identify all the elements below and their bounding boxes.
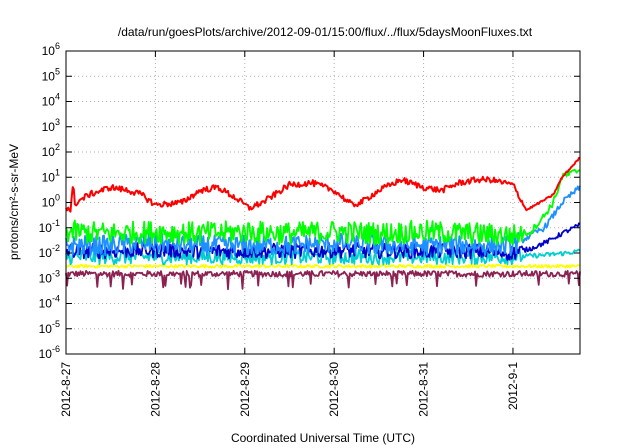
y-tick-label: 101	[42, 167, 60, 184]
series-line-2	[65, 168, 581, 246]
x-axis-label: Coordinated Universal Time (UTC)	[231, 431, 415, 445]
y-tick-label: 102	[42, 142, 60, 159]
y-tick-label: 106	[42, 41, 60, 58]
series-line-1	[65, 156, 581, 213]
series-line-6	[65, 263, 581, 269]
y-axis-label: protons/cm²-s-sr-MeV	[7, 144, 21, 260]
y-axis-label-text: protons/cm²-s-sr-MeV	[7, 144, 21, 260]
chart-title: /data/run/goesPlots/archive/2012-09-01/1…	[118, 25, 533, 39]
y-tick-label: 10-2	[39, 243, 60, 260]
series-line-7	[65, 269, 581, 291]
x-tick-label: 2012-8-27	[59, 362, 73, 417]
grid	[66, 51, 580, 354]
x-tick-label: 2012-8-31	[417, 362, 431, 417]
y-tick-label: 10-1	[39, 218, 60, 235]
x-tick-label: 2012-8-30	[327, 362, 341, 417]
series-layer	[65, 156, 581, 291]
x-tick-label: 2012-8-28	[148, 362, 162, 417]
x-tick-label: 2012-8-29	[238, 362, 252, 417]
y-tick-label: 10-4	[39, 294, 60, 311]
y-tick-label: 105	[42, 66, 60, 83]
y-axis-ticks: 106 105 104 103 102 101 100 10-1 10-2 10-3 10-4 10-…	[39, 41, 580, 361]
y-tick-label: 100	[42, 193, 60, 210]
x-tick-label: 2012-9-1	[506, 362, 520, 410]
y-tick-label: 103	[42, 117, 60, 134]
x-axis-ticks: 2012-8-27 2012-8-28 2012-8-29 2012-8-30 2012…	[59, 51, 520, 417]
y-tick-label: 104	[42, 92, 60, 109]
y-tick-label: 10-5	[39, 319, 60, 336]
y-tick-label: 10-3	[39, 268, 60, 285]
series-line-3	[65, 185, 581, 257]
y-tick-label: 10-6	[39, 344, 60, 361]
